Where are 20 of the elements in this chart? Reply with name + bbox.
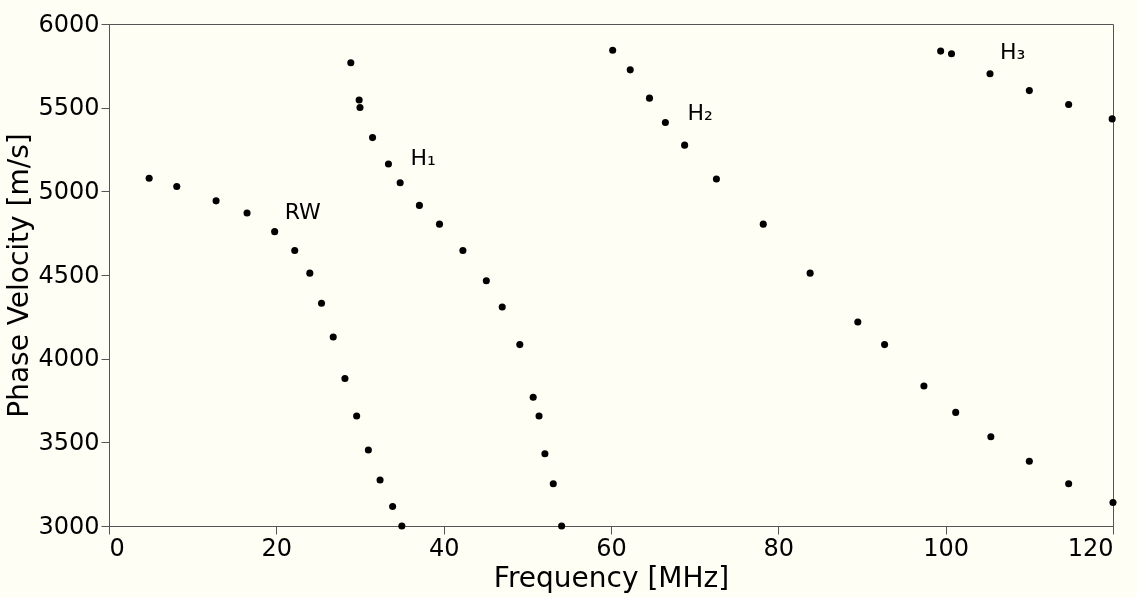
x-tick-label: 0 bbox=[109, 533, 125, 562]
y-tick-label: 4000 bbox=[38, 344, 100, 373]
x-tick-label: 80 bbox=[763, 533, 795, 562]
y-tick-label: 4500 bbox=[38, 260, 100, 289]
series-label: H₂ bbox=[687, 99, 713, 125]
x-axis-title: Frequency [MHz] bbox=[493, 560, 730, 594]
y-tick-label: 6000 bbox=[38, 9, 100, 38]
x-tick-label: 20 bbox=[261, 533, 293, 562]
series-label: RW bbox=[284, 198, 322, 224]
x-tick-label: 100 bbox=[923, 533, 970, 562]
series-label: H₃ bbox=[1000, 38, 1026, 64]
y-tick-label: 5000 bbox=[38, 176, 100, 205]
y-tick-label: 3000 bbox=[38, 511, 100, 540]
series-label: H₁ bbox=[410, 145, 436, 171]
y-tick-label: 5500 bbox=[38, 93, 100, 122]
x-tick-label: 120 bbox=[1067, 533, 1114, 562]
y-axis-title: Phase Velocity [m/s] bbox=[2, 133, 36, 418]
x-tick-label: 60 bbox=[596, 533, 627, 562]
x-tick-label: 40 bbox=[428, 533, 460, 562]
y-tick-label: 3500 bbox=[38, 427, 100, 456]
